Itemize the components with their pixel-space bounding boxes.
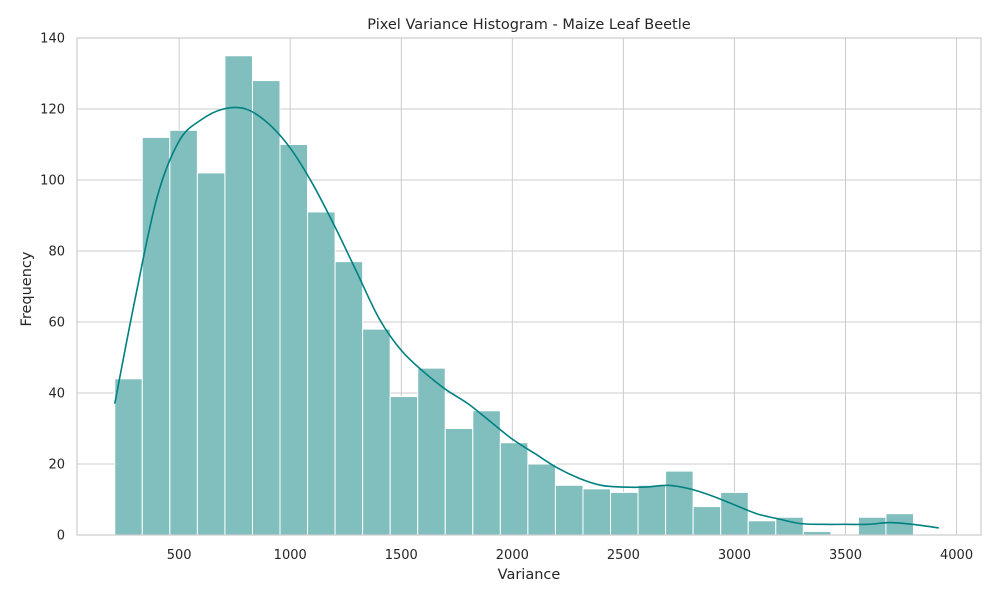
histogram-bar [527, 463, 556, 536]
y-tick-label: 80 [48, 245, 65, 260]
histogram-bar [444, 428, 474, 536]
histogram-bar [196, 172, 226, 536]
histogram-bar [169, 129, 198, 536]
x-tick-label: 1000 [274, 548, 307, 563]
y-tick-label: 140 [40, 32, 65, 47]
x-axis-label: Variance [498, 567, 561, 583]
histogram-bar [720, 491, 749, 536]
y-tick-label: 100 [40, 174, 65, 189]
x-tick-label: 4000 [940, 548, 973, 563]
histogram-bar [224, 55, 253, 536]
histogram-bar [857, 516, 887, 536]
chart-title: Pixel Variance Histogram - Maize Leaf Be… [367, 17, 690, 33]
x-tick-label: 3000 [718, 548, 751, 563]
histogram-bar [499, 442, 529, 536]
ticks-layer: 0 20 40 60 80 100 120 140 500 1000 1500 2000 2500 300… [40, 32, 973, 564]
histogram-bar [472, 410, 501, 536]
histogram-bar [389, 396, 419, 536]
plot-frame [76, 37, 982, 536]
histogram-bar [554, 484, 584, 536]
histogram-bar [692, 506, 722, 536]
y-tick-label: 120 [40, 103, 65, 118]
y-tick-label: 20 [48, 458, 65, 473]
x-tick-label: 3500 [829, 548, 862, 563]
histogram-bar [334, 261, 364, 536]
x-tick-label: 1500 [385, 548, 418, 563]
y-axis-label: Frequency [19, 251, 35, 326]
histogram-bar [582, 488, 612, 536]
histogram-bar [362, 328, 391, 536]
histogram-bar [610, 491, 639, 536]
kde-line [113, 106, 939, 529]
histogram-bar [417, 367, 446, 536]
x-tick-label: 2000 [496, 548, 529, 563]
histogram-bar [279, 144, 309, 536]
histogram-bar [141, 136, 171, 536]
histogram-bar [747, 520, 777, 536]
histogram-bar [665, 470, 694, 536]
histogram-bar [637, 484, 667, 536]
bars-layer [114, 55, 914, 536]
y-tick-label: 40 [48, 387, 65, 402]
histogram-bar [251, 80, 281, 536]
y-tick-label: 0 [57, 529, 65, 544]
y-tick-label: 60 [48, 316, 65, 331]
x-tick-label: 2500 [607, 548, 640, 563]
x-tick-label: 500 [167, 548, 192, 563]
histogram-bar [114, 378, 143, 536]
histogram-bar [307, 211, 336, 536]
